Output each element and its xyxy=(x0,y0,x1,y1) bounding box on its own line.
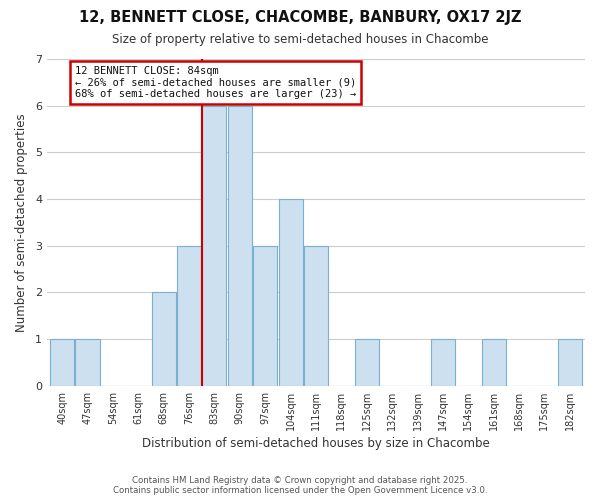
Bar xyxy=(152,292,176,386)
Bar xyxy=(177,246,201,386)
Text: 12, BENNETT CLOSE, CHACOMBE, BANBURY, OX17 2JZ: 12, BENNETT CLOSE, CHACOMBE, BANBURY, OX… xyxy=(79,10,521,25)
Bar xyxy=(355,339,379,386)
Y-axis label: Number of semi-detached properties: Number of semi-detached properties xyxy=(15,113,28,332)
Bar xyxy=(431,339,455,386)
Bar xyxy=(228,106,252,386)
Bar xyxy=(482,339,506,386)
Text: Contains HM Land Registry data © Crown copyright and database right 2025.
Contai: Contains HM Land Registry data © Crown c… xyxy=(113,476,487,495)
Bar xyxy=(202,106,226,386)
Bar xyxy=(278,199,302,386)
Bar xyxy=(76,339,100,386)
Bar xyxy=(50,339,74,386)
Text: Size of property relative to semi-detached houses in Chacombe: Size of property relative to semi-detach… xyxy=(112,32,488,46)
X-axis label: Distribution of semi-detached houses by size in Chacombe: Distribution of semi-detached houses by … xyxy=(142,437,490,450)
Bar xyxy=(304,246,328,386)
Bar xyxy=(253,246,277,386)
Bar xyxy=(558,339,582,386)
Text: 12 BENNETT CLOSE: 84sqm
← 26% of semi-detached houses are smaller (9)
68% of sem: 12 BENNETT CLOSE: 84sqm ← 26% of semi-de… xyxy=(75,66,356,99)
